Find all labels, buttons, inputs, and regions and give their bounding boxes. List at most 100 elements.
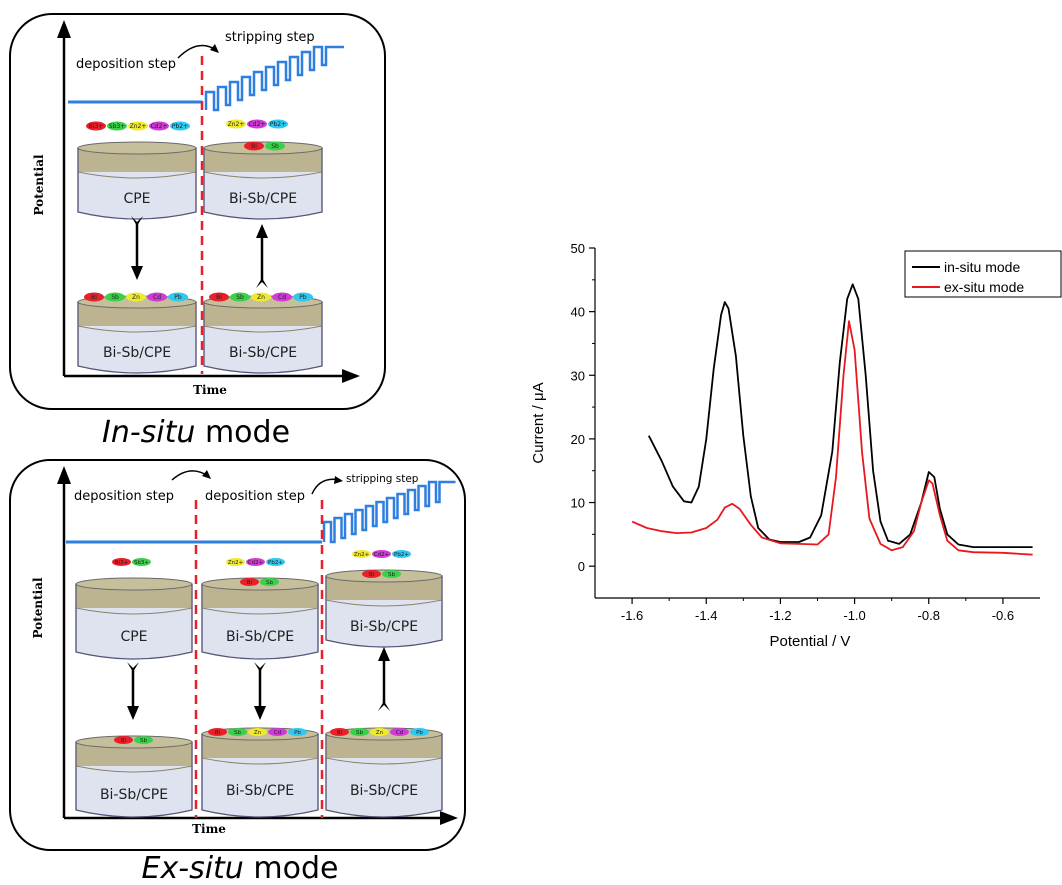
x-tick-label: -1.6 [621,608,643,623]
ion-label: Pb2+ [394,552,409,558]
ion-label: Bi [91,294,97,301]
ion-label: Bi3+ [89,123,104,130]
in-situ-caption-mode: mode [195,415,290,450]
electrode-cylinder: Bi-Sb/CPE [75,735,193,818]
electrode-label: Bi-Sb/CPE [226,629,294,645]
ion-bi: Bi [244,141,264,151]
electrode-label: CPE [120,629,147,645]
ion-sb: Sb [265,141,285,151]
ion-label: Pb [416,730,423,736]
ion-label: Bi [247,580,253,586]
ex-situ-down-arrow-icon-1 [127,662,139,720]
y-tick-label: 50 [571,241,585,256]
ion-sb: Sb [134,736,153,744]
ion-label: Cd [278,294,286,301]
ion-label: Sb [140,738,147,744]
ion-label: Zn [254,730,262,736]
ion-sb: Sb [105,292,125,302]
series-line-in-situ [647,283,1033,548]
ex-situ-electrodes: CPE Bi-Sb/CPE Bi-Sb/CPE Bi-Sb/CPE Bi-Sb/CPE B… [75,569,443,818]
legend-label: in-situ mode [944,259,1020,275]
ion-cd: Cd2+ [372,550,391,558]
electrode-cylinder: Bi-Sb/CPE [203,295,323,374]
y-tick-label: 20 [571,432,585,447]
ion-label: Bi [215,730,221,736]
ion-label: Sb [111,294,119,301]
ion-label: Pb2+ [172,123,188,130]
in-situ-transition-arrow-icon [177,44,217,59]
ex-situ-transition-arrowhead-icon-2 [334,476,343,484]
electrode-label: Bi-Sb/CPE [229,345,297,361]
ion-label: Bi3+ [115,560,129,566]
ion-zn: Zn [126,292,146,302]
ion-label: Pb [299,294,307,301]
ion-label: Cd2+ [249,121,266,128]
in-situ-stripping-waveform [204,45,344,112]
ion-sb: Sb [228,728,247,736]
ion-label: Cd [274,730,281,736]
in-situ-y-axis-label: Potential [32,154,46,215]
ion-label: Zn [376,730,384,736]
ion-label: Cd [153,294,161,301]
ion-label: Sb [271,143,279,150]
ion-pb: Pb [410,728,429,736]
x-tick-label: -0.6 [992,608,1014,623]
x-tick-label: -1.0 [843,608,865,623]
ion-bi: Bi [114,736,133,744]
ion-cd: Cd [147,292,167,302]
in-situ-frame [9,13,386,410]
ion-pb: Pb [293,292,313,302]
electrode-cylinder: Bi-Sb/CPE [77,295,197,374]
ion-sb: Sb3+ [132,558,151,566]
ex-situ-caption-mode: mode [244,851,339,885]
ion-zn: Zn [251,292,271,302]
y-tick-label: 0 [578,559,585,574]
y-tick-label: 10 [571,496,585,511]
in-situ-panel: Potential Time deposition step stripping… [9,13,386,450]
in-situ-stripping-step-label: stripping step [225,30,315,45]
ion-label: Cd2+ [151,123,168,130]
electrode-cylinder: Bi-Sb/CPE [201,727,319,818]
ex-situ-y-arrowhead [57,466,71,484]
ion-cd: Cd2+ [246,558,265,566]
in-situ-y-arrowhead [57,20,71,38]
ion-label: Sb [234,730,241,736]
electrode-label: Bi-Sb/CPE [229,191,297,207]
ex-situ-stripping-waveform [322,480,456,544]
chart-series [631,283,1033,556]
chart-legend: in-situ mode ex-situ mode [904,250,1062,298]
in-situ-remaining-ions: Zn2+ Cd2+ Pb2+ [226,119,288,129]
ex-situ-solution-ions-2: Zn2+ Cd2+ Pb2+ [226,558,285,566]
ion-pb: Pb [288,728,307,736]
series-line-ex-situ [631,320,1033,556]
voltammogram-chart: 0 10 20 30 40 50 -1.6 -1.4 -1.2 -1.0 -0.8 -0.6 in-s… [530,241,1062,650]
ex-situ-x-arrowhead [440,811,458,825]
ion-label: Zn2+ [354,552,370,558]
electrode-label: Bi-Sb/CPE [226,783,294,799]
ex-situ-up-arrow-icon [378,647,390,711]
ex-situ-caption-italic: Ex-situ [142,851,244,885]
ion-bi: Bi [330,728,349,736]
x-tick-label: -1.2 [769,608,791,623]
in-situ-caption-italic: In-situ [102,415,195,450]
ion-label: Bi [216,294,222,301]
chart-axes: 0 10 20 30 40 50 -1.6 -1.4 -1.2 -1.0 -0.8 -0.6 [571,241,1040,623]
plot-area [595,248,1040,598]
ion-label: Cd [396,730,403,736]
ion-label: Zn [132,294,140,301]
ion-label: Sb [236,294,244,301]
ion-bi: Bi3+ [112,558,131,566]
ion-label: Sb [388,572,395,578]
ion-label: Pb [294,730,301,736]
ex-situ-down-arrow-icon-2 [254,662,266,720]
electrode-label: Bi-Sb/CPE [103,345,171,361]
chart-x-axis-label: Potential / V [770,633,851,650]
chart-y-axis-label: Current / μA [530,382,547,463]
electrode-label: Bi-Sb/CPE [350,619,418,635]
in-situ-solution-ions: Bi3+ Sb3+ Zn2+ Cd2+ Pb2+ [86,121,190,131]
ion-label: Bi [369,572,375,578]
ion-sb: Sb [382,570,401,578]
ion-label: Bi [251,143,257,150]
in-situ-x-axis-label: Time [193,383,227,397]
ex-situ-transition-arrowhead-icon-1 [202,470,211,479]
